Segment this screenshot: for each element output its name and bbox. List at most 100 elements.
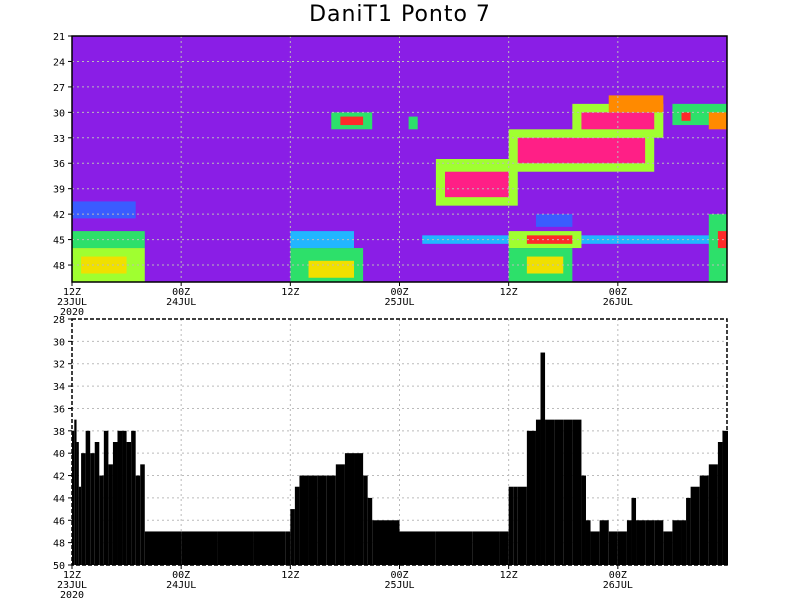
bar bbox=[126, 442, 132, 565]
bar bbox=[90, 453, 95, 565]
y-tick-label: 48 bbox=[53, 539, 65, 550]
bar bbox=[317, 475, 327, 565]
heatmap-cell bbox=[517, 137, 646, 164]
y-tick-label: 21 bbox=[53, 32, 65, 43]
bar bbox=[81, 453, 86, 565]
bar bbox=[608, 531, 618, 565]
bar bbox=[654, 520, 664, 565]
bar bbox=[690, 486, 700, 565]
y-tick-label: 34 bbox=[53, 382, 65, 393]
bar-x-tick-label: 24JUL bbox=[166, 580, 196, 591]
bar bbox=[135, 475, 141, 565]
bar bbox=[140, 464, 145, 565]
bar bbox=[686, 497, 691, 565]
bar bbox=[285, 531, 291, 565]
bar bbox=[367, 497, 373, 565]
bar bbox=[399, 531, 436, 565]
heatmap-x-tick-label: 12Z bbox=[500, 287, 518, 298]
bar bbox=[540, 352, 546, 565]
bar bbox=[499, 531, 509, 565]
y-tick-label: 27 bbox=[53, 83, 65, 94]
bar bbox=[144, 531, 182, 565]
y-tick-label: 36 bbox=[53, 159, 65, 170]
bar bbox=[78, 486, 82, 565]
bar bbox=[513, 486, 518, 565]
bar bbox=[354, 453, 364, 565]
bar bbox=[526, 430, 536, 565]
heatmap-cell bbox=[340, 116, 364, 126]
y-tick-label: 42 bbox=[53, 210, 65, 221]
heatmap-x-tick-label: 26JUL bbox=[603, 297, 633, 308]
heatmap-cell bbox=[408, 116, 418, 130]
y-tick-label: 24 bbox=[53, 57, 65, 68]
bar-frame bbox=[71, 318, 728, 566]
heatmap-cell bbox=[581, 112, 655, 130]
bar bbox=[585, 520, 591, 565]
bar bbox=[299, 475, 309, 565]
bar bbox=[103, 430, 109, 565]
heatmap-gridlines bbox=[72, 36, 727, 282]
heatmap-cell bbox=[308, 260, 355, 278]
bar bbox=[99, 475, 104, 565]
bar-x-tick-label: 00Z bbox=[609, 570, 627, 581]
bar bbox=[94, 442, 100, 565]
bar bbox=[308, 475, 318, 565]
y-tick-label: 28 bbox=[53, 315, 65, 326]
chart-title: DaniT1 Ponto 7 bbox=[309, 2, 491, 27]
bar-x-tick-label: 23JUL bbox=[57, 580, 87, 591]
bar bbox=[508, 486, 514, 565]
heatmap-cell bbox=[526, 235, 573, 244]
bar bbox=[636, 520, 646, 565]
bar bbox=[563, 419, 573, 565]
heatmap-x-tick-label: 12Z bbox=[281, 287, 299, 298]
heatmap-x-tick-label: 00Z bbox=[609, 287, 627, 298]
y-tick-label: 45 bbox=[53, 236, 65, 247]
bar bbox=[663, 531, 673, 565]
y-tick-label: 32 bbox=[53, 360, 65, 371]
heatmap-cell bbox=[535, 214, 573, 227]
y-tick-label: 36 bbox=[53, 404, 65, 415]
bar-x-tick-label: 2020 bbox=[60, 590, 84, 600]
y-tick-label: 48 bbox=[53, 261, 65, 272]
bar-x-tick-label: 00Z bbox=[172, 570, 190, 581]
bar bbox=[645, 520, 655, 565]
heatmap-x-tick-label: 2020 bbox=[60, 307, 84, 318]
bar bbox=[112, 442, 118, 565]
bar bbox=[545, 419, 555, 565]
bar-y-axis: 28 30 32 34 36 38 40 42 44 46 48 50 bbox=[53, 315, 72, 572]
bar bbox=[717, 442, 723, 565]
bar bbox=[554, 419, 564, 565]
y-tick-label: 40 bbox=[53, 449, 65, 460]
bar bbox=[326, 475, 336, 565]
bar bbox=[727, 430, 728, 565]
bar-x-tick-label: 26JUL bbox=[603, 580, 633, 591]
bar bbox=[672, 520, 682, 565]
bar bbox=[535, 419, 541, 565]
heatmap-cell bbox=[444, 171, 509, 198]
bar bbox=[626, 520, 632, 565]
y-tick-label: 38 bbox=[53, 427, 65, 438]
heatmap-y-axis: 21 24 27 30 33 36 39 42 45 48 bbox=[53, 32, 72, 272]
bar bbox=[76, 442, 79, 565]
bar bbox=[699, 475, 709, 565]
bar bbox=[72, 430, 75, 565]
heatmap-cell bbox=[681, 112, 691, 121]
bar bbox=[708, 464, 718, 565]
bar bbox=[572, 419, 582, 565]
bar bbox=[108, 464, 113, 565]
heatmap-x-tick-label: 25JUL bbox=[384, 297, 414, 308]
bar bbox=[74, 419, 77, 565]
heatmap-x-tick-label: 23JUL bbox=[57, 297, 87, 308]
bar bbox=[472, 531, 500, 565]
bar bbox=[681, 520, 687, 565]
bar bbox=[372, 520, 400, 565]
bar bbox=[294, 486, 300, 565]
y-tick-label: 30 bbox=[53, 108, 65, 119]
bar bbox=[599, 520, 609, 565]
bar bbox=[131, 430, 136, 565]
y-tick-label: 46 bbox=[53, 516, 65, 527]
heatmap-cell bbox=[708, 112, 727, 130]
bar bbox=[435, 531, 473, 565]
